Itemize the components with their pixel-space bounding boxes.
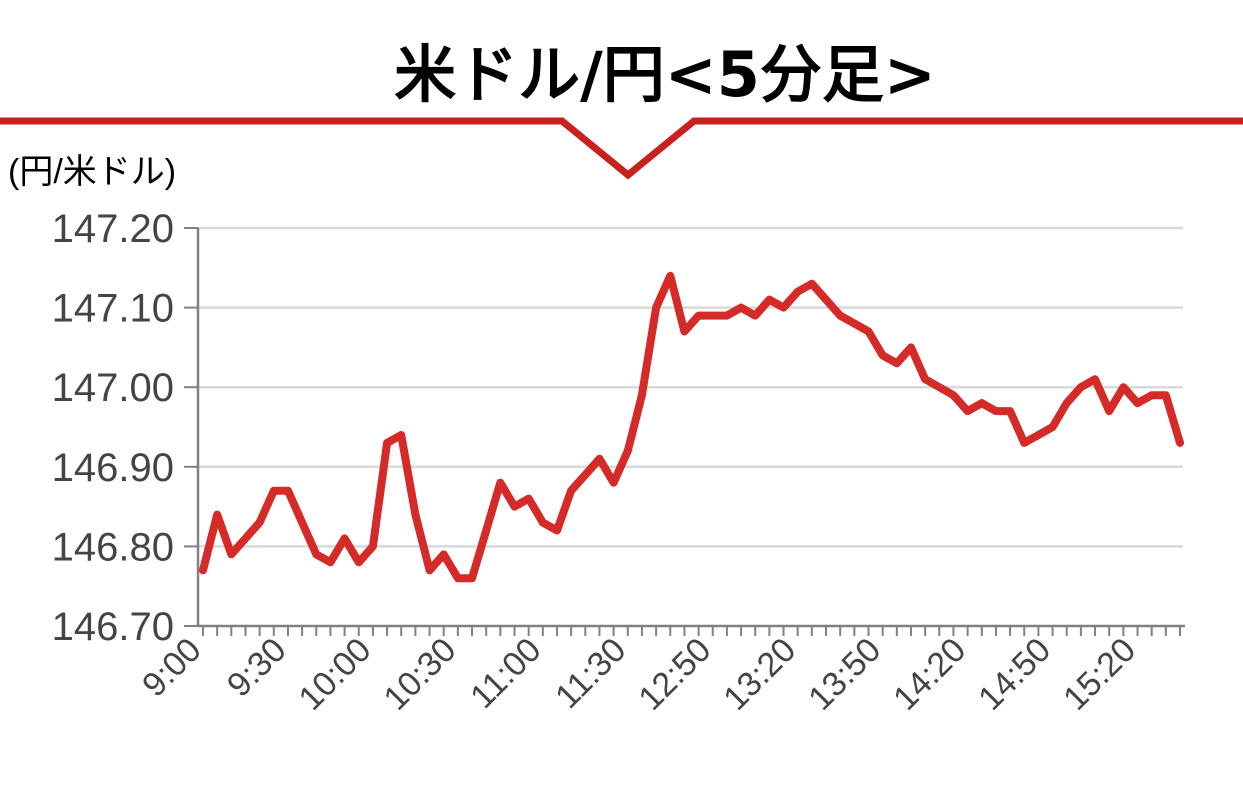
data-point — [230, 553, 232, 555]
data-point — [967, 410, 969, 412]
data-point — [938, 386, 940, 388]
x-tick-label: 15:20 — [1056, 631, 1143, 718]
data-point — [372, 545, 374, 547]
series-group — [199, 271, 1184, 583]
data-point — [726, 315, 728, 317]
data-point — [839, 315, 841, 317]
data-point — [683, 331, 685, 332]
data-point — [641, 394, 643, 396]
data-point — [1137, 402, 1138, 404]
x-tick-label: 13:50 — [801, 631, 888, 718]
data-point — [287, 490, 289, 492]
data-point — [1165, 394, 1167, 396]
y-tick-label: 147.10 — [52, 287, 174, 331]
data-point — [1052, 426, 1054, 428]
data-point — [1122, 386, 1124, 388]
data-point — [1009, 410, 1011, 412]
data-point — [698, 315, 700, 317]
data-point — [655, 307, 657, 309]
data-point — [542, 522, 544, 523]
y-tick-label: 146.80 — [52, 525, 174, 569]
y-axis-unit-label: (円/米ドル) — [8, 153, 176, 191]
data-point — [1023, 442, 1025, 444]
data-point — [329, 561, 331, 563]
data-point — [457, 577, 459, 579]
title-banner-line — [0, 117, 1243, 180]
x-tick-label: 10:00 — [292, 631, 379, 718]
x-tick-label: 13:20 — [716, 631, 803, 718]
data-point — [1066, 402, 1068, 404]
data-point — [471, 577, 473, 579]
data-point — [882, 354, 884, 356]
data-point — [315, 553, 317, 555]
data-point — [868, 331, 869, 332]
data-point — [754, 315, 756, 317]
data-point — [896, 362, 898, 364]
y-tick-label: 146.70 — [52, 605, 174, 649]
gridlines — [198, 226, 1183, 548]
data-point — [995, 410, 997, 412]
x-tick-label: 11:30 — [548, 631, 633, 716]
data-point — [669, 275, 671, 277]
data-point — [1094, 378, 1096, 380]
series-line — [199, 271, 1184, 583]
data-point — [1151, 394, 1153, 396]
data-point — [599, 458, 600, 460]
data-point — [499, 482, 501, 484]
y-tick-label: 146.90 — [52, 446, 174, 490]
data-point — [1080, 386, 1082, 388]
chart-title: 米ドル/円<5分足> — [394, 38, 936, 111]
data-point — [202, 569, 204, 571]
x-tick-label: 14:50 — [971, 631, 1058, 718]
data-point — [1179, 442, 1181, 444]
axes — [196, 228, 1185, 628]
data-point — [613, 482, 615, 484]
data-point — [712, 315, 714, 317]
data-point — [584, 474, 586, 476]
data-point — [216, 514, 218, 516]
data-point — [344, 537, 346, 539]
data-point — [952, 394, 954, 396]
data-point — [570, 490, 572, 492]
data-point — [924, 378, 926, 380]
data-point — [1037, 434, 1039, 436]
y-tick-label: 147.20 — [52, 207, 174, 251]
x-tick-label: 9:30 — [220, 631, 294, 705]
y-tick-label: 147.00 — [52, 366, 174, 410]
x-tick-label: 11:00 — [463, 631, 548, 716]
data-point — [811, 283, 813, 285]
data-point — [245, 537, 246, 539]
data-point — [853, 323, 855, 324]
data-point — [514, 506, 515, 508]
data-point — [259, 522, 261, 523]
data-point — [414, 514, 416, 516]
data-point — [1108, 410, 1110, 412]
data-point — [301, 522, 303, 523]
data-point — [825, 299, 827, 301]
data-point — [443, 553, 445, 555]
data-point — [358, 561, 360, 563]
x-tick-label: 12:50 — [631, 631, 718, 718]
data-point — [797, 291, 799, 293]
data-point — [528, 498, 530, 500]
data-point — [981, 402, 983, 404]
data-point — [556, 530, 558, 531]
data-point — [429, 569, 431, 571]
data-point — [627, 450, 629, 452]
data-point — [400, 434, 402, 436]
data-point — [386, 442, 388, 444]
data-point — [910, 346, 912, 348]
data-point — [273, 490, 275, 492]
x-tick-label: 14:20 — [886, 631, 973, 718]
data-point — [783, 307, 784, 309]
x-tick-label: 10:30 — [376, 631, 463, 718]
y-axis-ticks: 147.20 147.10 147.00 146.90 146.80 146.70 — [52, 207, 198, 649]
data-point — [740, 307, 742, 309]
data-point — [768, 299, 770, 301]
data-point — [485, 530, 487, 531]
